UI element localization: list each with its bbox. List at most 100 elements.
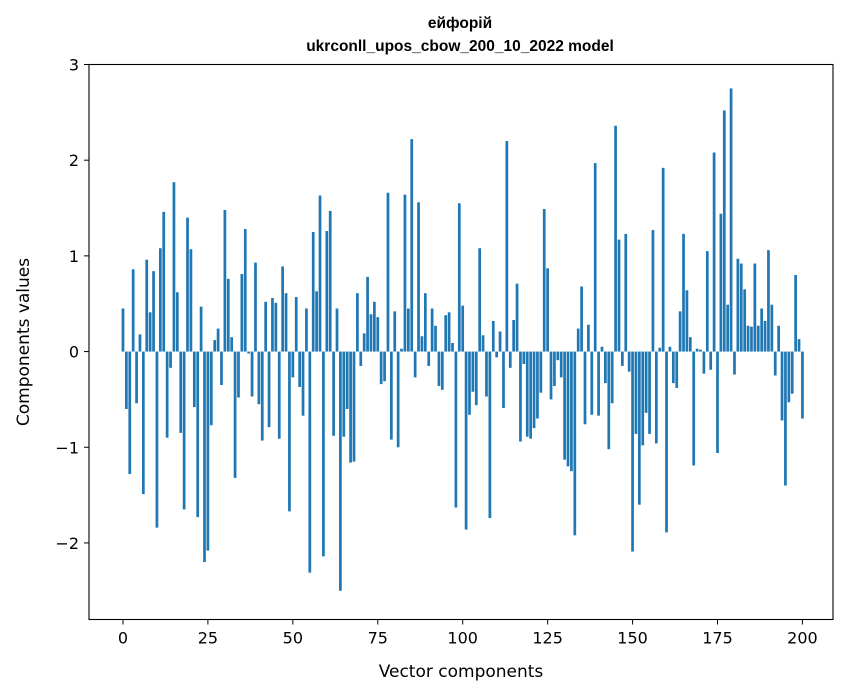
- bar: [739, 263, 743, 352]
- bar: [172, 182, 176, 352]
- bar: [641, 351, 645, 446]
- bar: [515, 283, 519, 352]
- bar: [223, 209, 227, 352]
- bar: [556, 351, 560, 361]
- x-tick-label: 175: [702, 629, 733, 648]
- bar: [688, 337, 692, 352]
- bar: [328, 210, 332, 352]
- bar: [624, 233, 628, 352]
- bar: [699, 349, 702, 352]
- bar: [243, 229, 247, 352]
- plot-frame: [88, 63, 834, 621]
- bar: [403, 194, 407, 352]
- bar: [784, 351, 787, 486]
- bar: [315, 291, 318, 352]
- bar: [288, 351, 291, 512]
- bar: [128, 351, 132, 475]
- bar: [529, 351, 533, 439]
- bar: [712, 152, 716, 352]
- bar: [604, 351, 607, 384]
- bar: [685, 290, 689, 352]
- bar: [213, 340, 217, 352]
- bar: [736, 258, 740, 352]
- bar: [661, 167, 665, 352]
- bar: [668, 346, 672, 352]
- bar: [692, 351, 696, 466]
- bar: [175, 292, 179, 352]
- bar: [155, 351, 159, 528]
- bar: [549, 351, 553, 400]
- bar: [444, 315, 448, 352]
- bar: [179, 351, 183, 433]
- bar: [760, 308, 764, 352]
- bar: [617, 239, 621, 352]
- bar: [801, 351, 804, 419]
- y-tick-label: −2: [55, 534, 79, 553]
- bar: [787, 351, 791, 403]
- bar: [468, 351, 471, 415]
- bar: [542, 208, 546, 352]
- bar: [121, 308, 125, 352]
- bar: [352, 351, 356, 462]
- bar: [359, 351, 363, 366]
- bar: [240, 274, 244, 352]
- bar: [777, 325, 781, 352]
- bar: [332, 351, 335, 436]
- chart-subtitle: ukrconll_upos_cbow_200_10_2022 model: [306, 38, 614, 55]
- bar: [369, 314, 373, 352]
- bar: [498, 331, 502, 352]
- bar: [590, 351, 594, 415]
- y-tick-label: 3: [69, 56, 79, 75]
- bar: [196, 351, 200, 518]
- bar: [631, 351, 634, 552]
- bar: [417, 202, 420, 352]
- bar: [607, 351, 611, 450]
- bar: [651, 230, 655, 352]
- bar: [430, 308, 434, 352]
- bar: [366, 276, 369, 352]
- x-axis-label: Vector components: [379, 662, 544, 682]
- bar: [169, 351, 172, 368]
- bar: [733, 351, 736, 375]
- bar: [267, 351, 271, 428]
- bar: [743, 289, 747, 352]
- bar: [767, 250, 770, 352]
- bar: [559, 351, 563, 378]
- bar: [587, 324, 590, 352]
- bar: [474, 351, 478, 406]
- bar: [125, 351, 128, 409]
- bar: [393, 311, 397, 352]
- bar: [138, 334, 142, 352]
- bar: [189, 249, 193, 352]
- x-tick-label: 50: [283, 629, 303, 648]
- bar: [756, 325, 760, 352]
- bar: [356, 293, 359, 352]
- bar: [471, 351, 475, 392]
- bar: [308, 351, 312, 573]
- bar: [413, 351, 417, 378]
- bar: [532, 351, 536, 429]
- bar: [294, 297, 298, 352]
- bar: [709, 351, 713, 370]
- bar: [158, 248, 162, 352]
- bar: [702, 351, 706, 374]
- bar: [233, 351, 237, 478]
- bar: [621, 351, 624, 366]
- bar: [237, 351, 240, 398]
- bar: [373, 301, 376, 352]
- bar: [763, 320, 767, 352]
- bar: [260, 351, 264, 441]
- bar: [383, 351, 386, 382]
- bar: [349, 351, 352, 463]
- bar: [570, 351, 573, 472]
- bar: [396, 351, 400, 448]
- bar: [563, 351, 566, 460]
- bar: [451, 342, 454, 352]
- bar: [182, 351, 186, 510]
- bar: [495, 351, 499, 358]
- bar: [186, 217, 189, 352]
- bar: [488, 351, 492, 519]
- bar: [705, 251, 709, 352]
- bar: [318, 195, 322, 352]
